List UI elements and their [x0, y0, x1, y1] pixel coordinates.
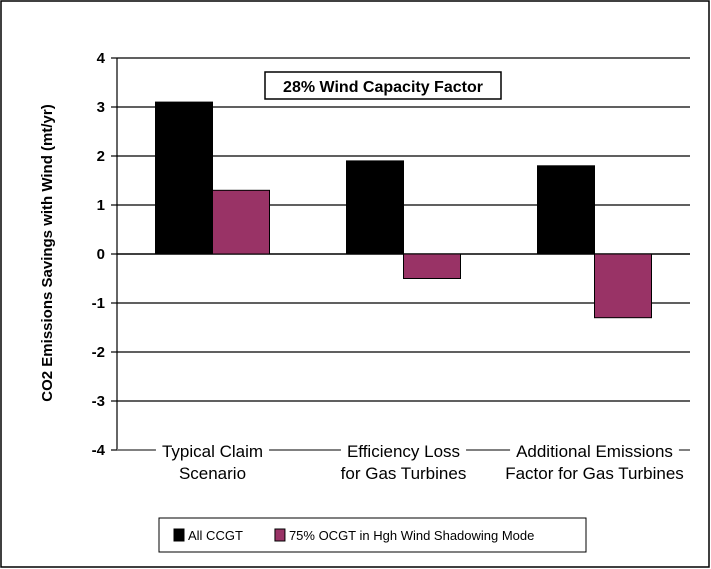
legend-box	[158, 517, 587, 553]
y-tick-label: -1	[92, 295, 105, 312]
y-tick-label: -3	[92, 393, 105, 410]
legend: All CCGT 75% OCGT in Hgh Wind Shadowing M…	[158, 517, 587, 553]
y-tick-label: 0	[97, 246, 105, 263]
label-knockout	[155, 447, 270, 453]
bar	[346, 160, 404, 255]
x-category-label: Typical Claim	[162, 442, 263, 461]
bars	[155, 101, 652, 319]
bar	[537, 165, 595, 255]
legend-label: 75% OCGT in Hgh Wind Shadowing Mode	[289, 528, 534, 543]
annotation-text: 28% Wind Capacity Factor	[283, 79, 483, 96]
bar	[403, 253, 461, 279]
bar	[594, 253, 652, 319]
y-tick-label: 2	[97, 148, 105, 165]
legend-swatch	[173, 528, 185, 542]
label-knockout	[340, 447, 467, 453]
y-tick-label: 3	[97, 99, 105, 116]
legend-label: All CCGT	[188, 528, 243, 543]
x-category-label: Factor for Gas Turbines	[505, 464, 684, 483]
y-tick-label: -4	[92, 442, 106, 459]
y-tick-label: 1	[97, 197, 105, 214]
y-tick-label: -2	[92, 344, 105, 361]
legend-swatch	[274, 528, 286, 542]
label-knockout	[510, 447, 679, 453]
x-category-label: Efficiency Loss	[347, 442, 460, 461]
annotation-box: 28% Wind Capacity Factor	[264, 71, 502, 100]
y-tick-label: 4	[97, 50, 106, 67]
bar	[155, 101, 213, 255]
bar	[212, 189, 270, 255]
y-axis-label: CO2 Emissions Savings with Wind (mt/yr)	[39, 104, 56, 401]
x-category-label: for Gas Turbines	[341, 464, 467, 483]
labels: 4 3 2 1 0 -1 -2 -3 -4 Typical Claim Scenario Effici…	[92, 50, 684, 483]
x-category-label: Additional Emissions	[516, 442, 673, 461]
x-category-label: Scenario	[179, 464, 246, 483]
